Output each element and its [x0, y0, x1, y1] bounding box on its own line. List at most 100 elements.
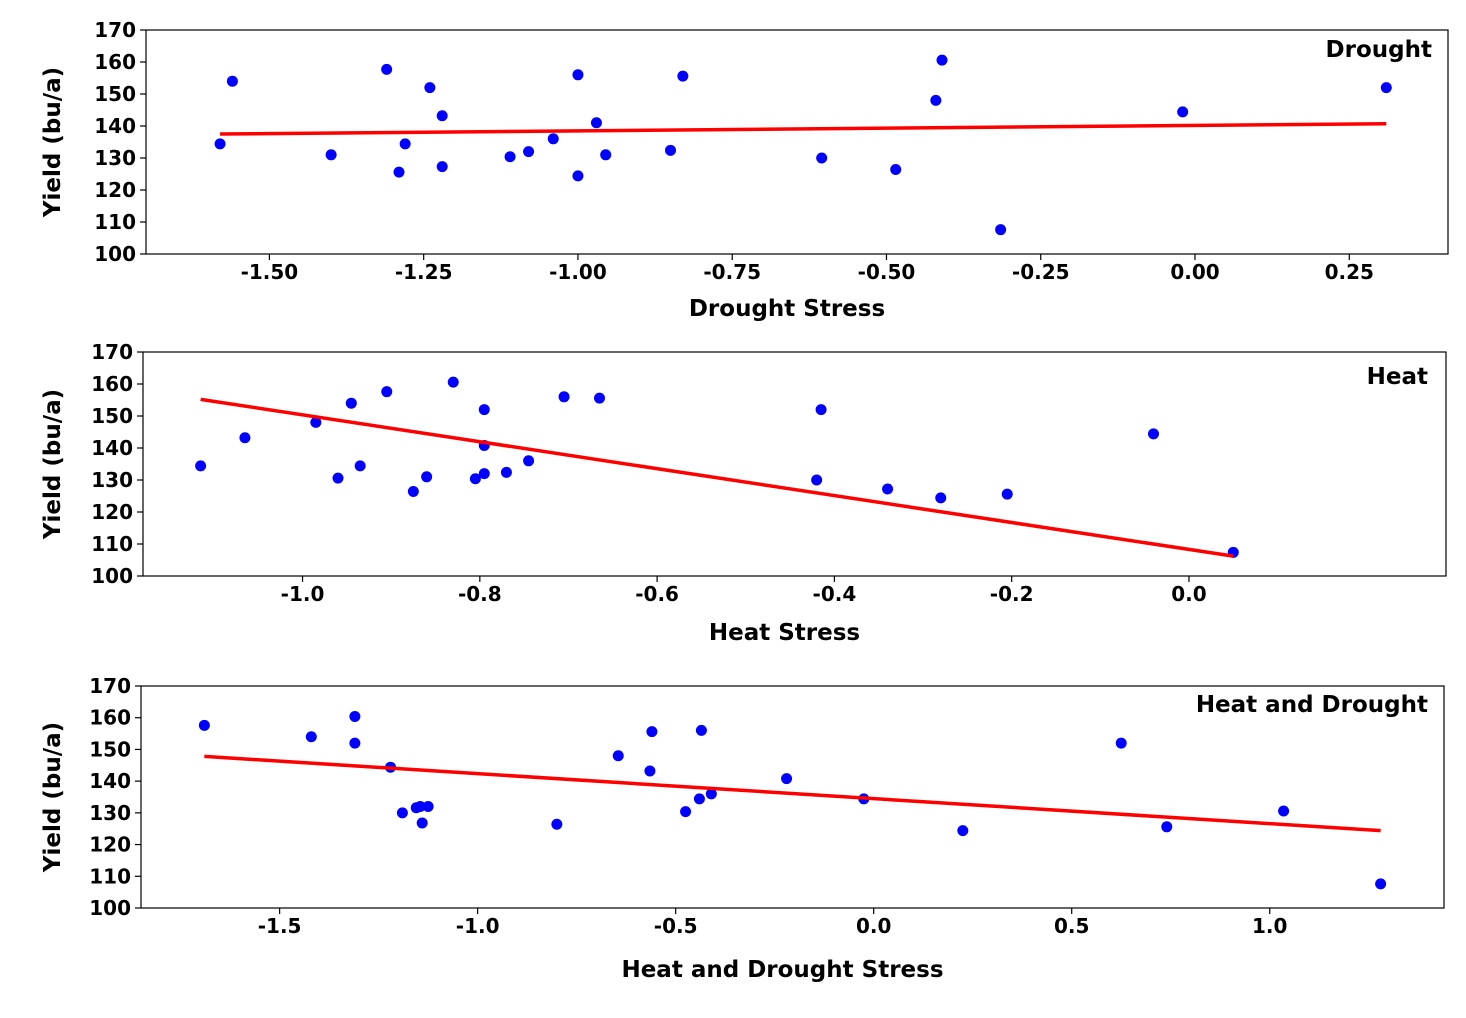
data-point [1115, 737, 1127, 749]
y-tick-label: 160 [91, 372, 133, 396]
data-point [305, 731, 317, 743]
data-point [646, 726, 658, 738]
data-point [500, 466, 512, 478]
data-point [310, 416, 322, 428]
data-point [572, 69, 584, 81]
data-point [424, 82, 436, 94]
y-tick-label: 110 [89, 864, 131, 888]
y-tick-label: 150 [91, 404, 133, 428]
x-tick-label: 0.00 [1170, 260, 1219, 284]
y-tick-label: 120 [89, 833, 131, 857]
drought-panel: 100 110 120 130 140 150 160 170 -1.50 -1.25 -1.00 -… [40, 18, 1449, 322]
y-tick-label: 170 [94, 18, 136, 42]
data-point [1001, 488, 1013, 500]
data-point [523, 455, 535, 467]
y-tick-label: 140 [89, 769, 131, 793]
y-tick-label: 150 [94, 82, 136, 106]
plot-frame [142, 351, 1447, 577]
regression-line [204, 754, 1381, 833]
data-point [349, 737, 361, 749]
x-tick-label: -1.00 [549, 260, 607, 284]
data-point [381, 63, 393, 75]
data-point [478, 404, 490, 416]
data-point [447, 376, 459, 388]
data-point [393, 166, 405, 178]
data-point [693, 793, 705, 805]
data-point [436, 110, 448, 122]
data-point [422, 801, 434, 813]
data-point [239, 432, 251, 444]
data-point [547, 133, 559, 145]
y-tick-label: 140 [91, 436, 133, 460]
y-tick-label: 160 [89, 706, 131, 730]
data-point [957, 825, 969, 837]
y-tick-label: 130 [94, 146, 136, 170]
data-point [612, 750, 624, 762]
data-point [781, 773, 793, 785]
data-point [349, 710, 361, 722]
data-point [469, 473, 481, 485]
data-point [572, 170, 584, 182]
data-point [811, 474, 823, 486]
y-axis-label: Yield (bu/a) [40, 67, 66, 218]
data-point [198, 719, 210, 731]
data-point [214, 138, 226, 150]
data-point [677, 70, 689, 82]
x-tick-label: -1.0 [281, 582, 325, 606]
x-tick-label: -1.0 [456, 914, 500, 938]
data-point [407, 486, 419, 498]
data-point [995, 224, 1007, 236]
x-tick-label: -1.25 [395, 260, 453, 284]
x-axis-label: Heat and Drought Stress [621, 957, 943, 983]
data-point [680, 806, 692, 818]
data-point [890, 164, 902, 176]
data-point [705, 788, 717, 800]
y-tick-label: 170 [89, 674, 131, 698]
y-tick-label: 110 [94, 210, 136, 234]
data-point [226, 75, 238, 87]
regression-line [220, 122, 1387, 136]
x-tick-label: -0.2 [990, 582, 1034, 606]
x-tick-label: -0.75 [703, 260, 761, 284]
x-axis-label: Drought Stress [689, 296, 885, 322]
x-axis-label: Heat Stress [709, 620, 860, 646]
panel-title: Heat [1367, 364, 1428, 390]
data-point [416, 817, 428, 829]
data-point [600, 149, 612, 161]
y-tick-label: 140 [94, 114, 136, 138]
data-point [523, 146, 535, 158]
y-tick-label: 130 [89, 801, 131, 825]
plot-frame [140, 685, 1445, 909]
data-point [332, 472, 344, 484]
x-tick-label: 0.25 [1325, 260, 1374, 284]
x-tick-label: 1.0 [1252, 914, 1287, 938]
data-point [195, 460, 207, 472]
data-point [504, 151, 516, 163]
data-point [414, 801, 426, 813]
data-point [882, 483, 894, 495]
data-point [558, 391, 570, 403]
y-tick-label: 120 [91, 500, 133, 524]
y-tick-label: 160 [94, 50, 136, 74]
regression-line [200, 397, 1234, 558]
data-point [1147, 428, 1159, 440]
data-point [354, 460, 366, 472]
panel-title: Heat and Drought [1196, 692, 1428, 718]
data-point [436, 161, 448, 173]
x-tick-label: -0.25 [1012, 260, 1070, 284]
data-point [478, 468, 490, 480]
y-tick-label: 110 [91, 532, 133, 556]
panel-title: Drought [1326, 37, 1432, 63]
x-tick-label: 0.5 [1054, 914, 1089, 938]
heat-panel: 100 110 120 130 140 150 160 170 -1.0 -0.8 -0.6 -0.4… [40, 340, 1447, 646]
x-tick-label: 0.0 [1171, 582, 1206, 606]
x-tick-label: 0.0 [856, 914, 891, 938]
data-point [1375, 878, 1387, 890]
y-tick-label: 100 [91, 564, 133, 588]
plot-frame [145, 29, 1449, 255]
data-point [345, 397, 357, 409]
x-tick-label: -0.5 [654, 914, 698, 938]
heat-and-drought-panel: 100 110 120 130 140 150 160 170 -1.5 -1.0 -0.5 0.0 0… [40, 674, 1445, 983]
y-axis-label: Yield (bu/a) [40, 389, 66, 540]
